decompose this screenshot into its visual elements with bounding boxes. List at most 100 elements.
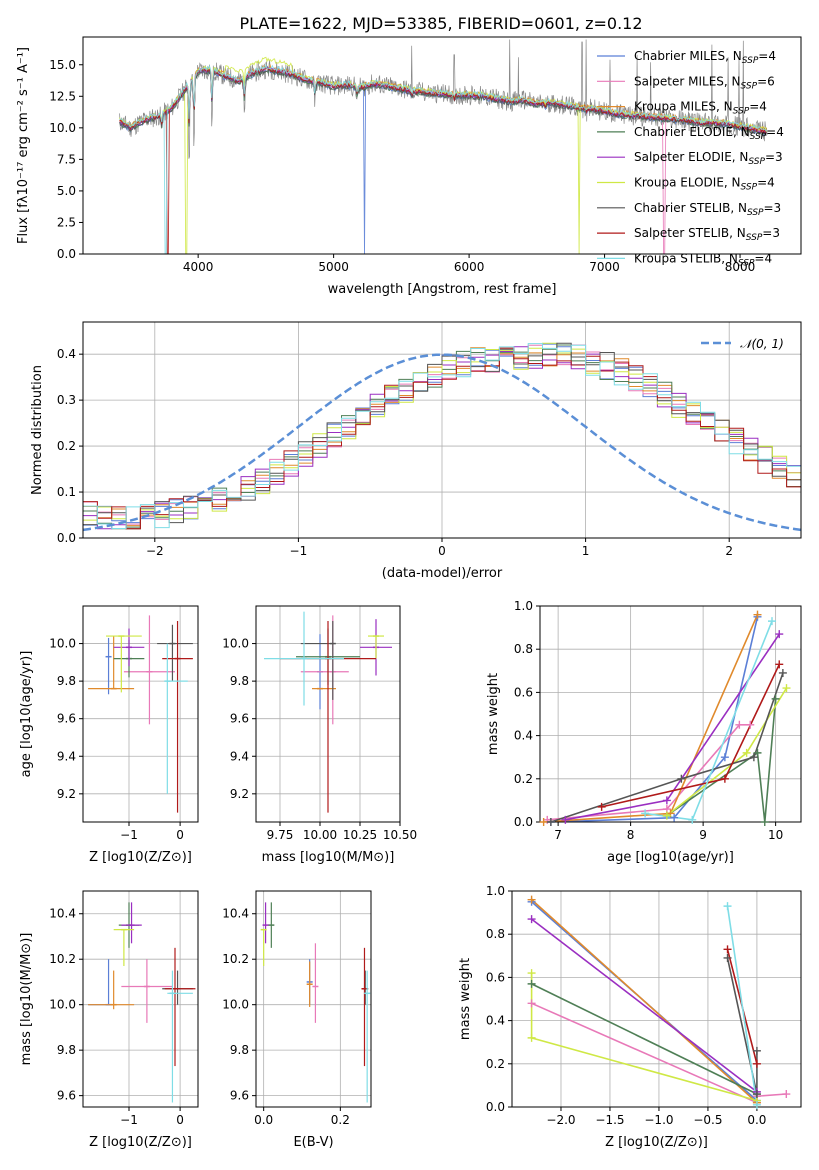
legend-label-chabrier-stelib: Chabrier STELIB, NSSP=3 xyxy=(634,201,781,218)
plus-marker-chabrier-stelib xyxy=(778,668,787,677)
y-tick-label: 9.6 xyxy=(57,1089,76,1103)
y-tick-label: 9.8 xyxy=(230,674,249,688)
x-tick-label: 7 xyxy=(554,828,562,842)
y-tick-label: 0.6 xyxy=(486,970,505,984)
series-line-salpeter-miles xyxy=(547,723,751,821)
x-tick-label: −0.5 xyxy=(693,1113,722,1127)
plus-marker-chabrier-elodie xyxy=(753,748,762,757)
plus-marker-salpeter-elodie xyxy=(561,815,570,824)
y-tick-label: 10.2 xyxy=(49,952,76,966)
y-tick-label: 0.2 xyxy=(486,1057,505,1071)
residual-histogram-panel: −2 −1 0 1 2 0.0 0.1 0.2 0.3 0.4 (data-model)/error… xyxy=(30,321,802,581)
histogram-kroupa-miles-step xyxy=(83,347,801,527)
x-tick-label: −1 xyxy=(120,828,138,842)
axes-frame xyxy=(255,605,401,823)
axes-frame xyxy=(82,890,199,1108)
histogram-chabrier-miles-step xyxy=(83,343,801,526)
plus-marker-salpeter-miles xyxy=(782,1090,791,1099)
x-axis-label: Z [log10(Z/Z⊙)] xyxy=(89,1135,192,1150)
series-line-kroupa-miles xyxy=(543,614,759,822)
plus-marker-chabrier-elodie xyxy=(760,818,769,826)
legend-label-salpeter-elodie: Salpeter ELODIE, NSSP=3 xyxy=(634,150,783,167)
y-tick-label: 15.0 xyxy=(49,58,76,72)
plus-marker-kroupa-stelib xyxy=(688,815,697,824)
plus-marker-salpeter-stelib xyxy=(775,660,784,669)
y-tick-label: 0.2 xyxy=(57,439,76,453)
mass-weight-vs-age-plot-area xyxy=(543,614,788,822)
legend-label-salpeter-stelib: Salpeter STELIB, NSSP=3 xyxy=(634,226,780,243)
plus-marker-salpeter-elodie xyxy=(775,630,784,639)
series-line-chabrier-miles xyxy=(550,616,759,822)
y-tick-label: 10.2 xyxy=(222,952,249,966)
y-tick-label: 7.5 xyxy=(57,152,76,166)
plus-marker-kroupa-miles xyxy=(539,818,548,826)
y-tick-label: 5.0 xyxy=(57,184,76,198)
plus-marker-chabrier-stelib xyxy=(752,1090,761,1099)
y-tick-label: 1.0 xyxy=(486,884,505,898)
plus-marker-salpeter-miles xyxy=(746,720,755,729)
series-line-kroupa-stelib xyxy=(726,905,758,1105)
spectrum-panel: 4000 5000 6000 7000 8000 0.0 2.5 5.0 7.5 10.0 12.5… xyxy=(16,36,802,297)
y-tick-label: 9.8 xyxy=(57,674,76,688)
y-tick-label: 0.1 xyxy=(57,485,76,499)
y-tick-label: 9.6 xyxy=(57,712,76,726)
plus-marker-kroupa-stelib xyxy=(641,809,650,818)
y-tick-label: 10.0 xyxy=(49,637,76,651)
y-tick-label: 9.6 xyxy=(230,1089,249,1103)
y-axis-label: Normed distribution xyxy=(30,365,45,495)
x-axis-label: age [log10(age/yr)] xyxy=(607,850,734,865)
x-tick-label: 1 xyxy=(582,544,590,558)
y-tick-label: 10.0 xyxy=(222,998,249,1012)
mass-vs-ebv-panel: 0.0 0.2 9.6 9.8 10.0 10.2 10.4 E(B-V) xyxy=(222,890,372,1150)
plus-marker-salpeter-miles xyxy=(527,999,536,1008)
plus-marker-salpeter-stelib xyxy=(752,1059,761,1068)
x-tick-label: −1 xyxy=(120,1113,138,1127)
x-tick-label: 8000 xyxy=(725,260,756,274)
legend-label-kroupa-miles: Kroupa MILES, NSSP=4 xyxy=(634,100,767,117)
axes-frame xyxy=(539,605,802,823)
plus-marker-kroupa-elodie xyxy=(527,969,536,978)
series-line-salpeter-elodie xyxy=(531,918,758,1093)
y-tick-label: 0.0 xyxy=(57,531,76,545)
age-vs-mass-plot-area xyxy=(264,611,392,813)
y-tick-label: 0.0 xyxy=(514,815,533,829)
x-tick-label: −1.0 xyxy=(644,1113,673,1127)
model-spectrum-salpeter-stelib-line xyxy=(119,67,767,254)
y-axis-label: age [log10(age/yr)] xyxy=(19,651,34,778)
figure-title: PLATE=1622, MJD=53385, FIBERID=0601, z=0… xyxy=(239,14,642,33)
plus-marker-kroupa-elodie xyxy=(662,811,671,820)
y-tick-label: 9.8 xyxy=(230,1043,249,1057)
x-tick-label: 6000 xyxy=(454,260,485,274)
normal-curve-line xyxy=(83,353,801,532)
y-tick-label: 9.4 xyxy=(230,749,249,763)
x-tick-label: 2 xyxy=(725,544,733,558)
plus-marker-chabrier-stelib xyxy=(677,774,686,783)
plus-marker-chabrier-stelib xyxy=(723,953,732,962)
plus-marker-salpeter-stelib xyxy=(720,774,729,783)
y-axis-label: mass weight xyxy=(458,958,473,1040)
age-vs-metallicity-plot-area xyxy=(88,615,193,813)
model-spectrum-chabrier-stelib-line xyxy=(119,68,767,136)
plus-marker-kroupa-elodie xyxy=(782,684,791,693)
plus-marker-kroupa-miles xyxy=(527,895,536,904)
histogram-kroupa-stelib-step xyxy=(83,343,801,529)
normal-curve-legend-label: 𝒩(0, 1) xyxy=(740,337,784,351)
legend-label-kroupa-stelib: Kroupa STELIB, NSSP=4 xyxy=(634,251,772,268)
mass-vs-metallicity-plot-area xyxy=(88,902,196,1103)
mass-vs-metallicity-panel: −1 0 9.6 9.8 10.0 10.2 10.4 Z [log10(Z/Z⊙)] mass… xyxy=(19,890,199,1150)
plus-marker-salpeter-elodie xyxy=(662,796,671,805)
plus-marker-salpeter-miles xyxy=(735,720,744,729)
plus-marker-chabrier-stelib xyxy=(752,1046,761,1055)
series-line-chabrier-stelib xyxy=(550,672,784,822)
plus-marker-kroupa-stelib xyxy=(768,617,776,626)
y-tick-label: 0.4 xyxy=(57,347,76,361)
plus-marker-chabrier-elodie xyxy=(771,694,780,703)
x-axis-label: mass [log10(M/M⊙)] xyxy=(262,850,395,865)
mass-weight-vs-age-panel: 7 8 9 10 0.0 0.2 0.4 0.6 0.8 1.0 age [log10(age/yr… xyxy=(486,599,802,865)
y-tick-label: 0.3 xyxy=(57,393,76,407)
y-axis-label: mass [log10(M/M⊙)] xyxy=(19,933,34,1066)
x-tick-label: −2.0 xyxy=(546,1113,575,1127)
histogram-chabrier-stelib-step xyxy=(83,342,801,530)
y-tick-label: 9.4 xyxy=(57,749,76,763)
